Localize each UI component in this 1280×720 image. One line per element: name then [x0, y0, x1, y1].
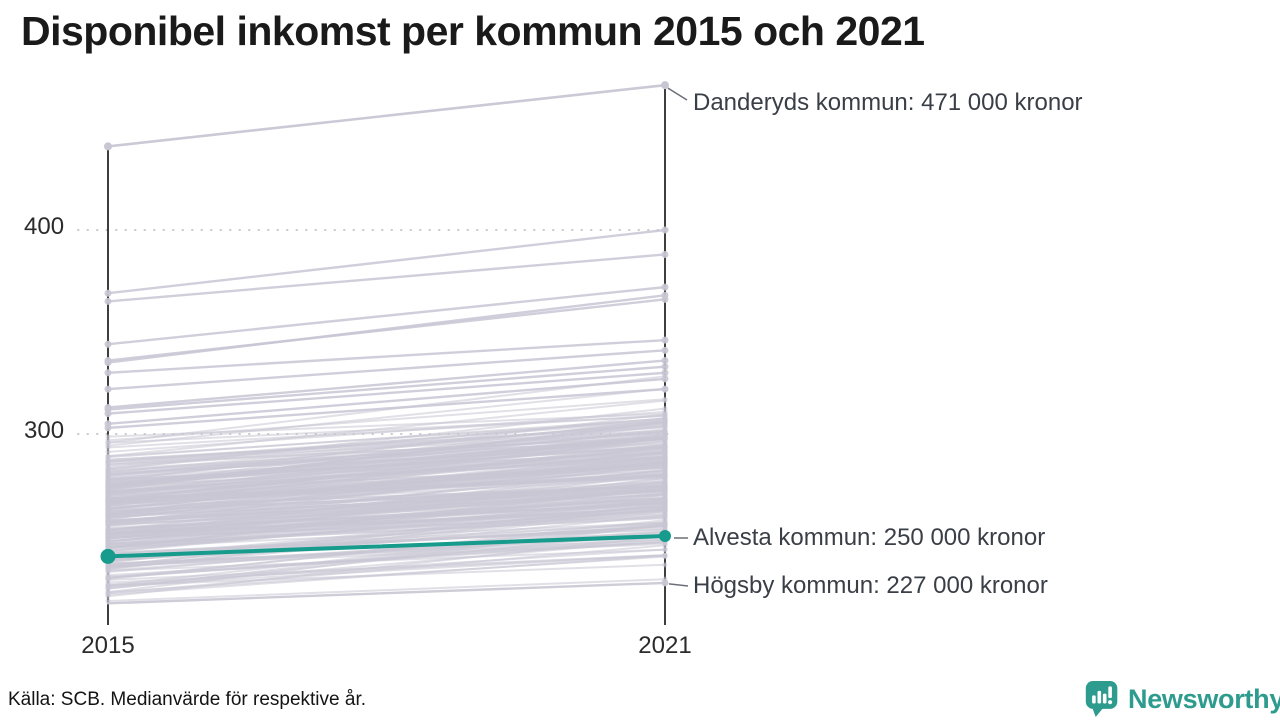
- x-axis-label-2021: 2021: [638, 632, 692, 659]
- page-title: Disponibel inkomst per kommun 2015 och 2…: [21, 8, 925, 54]
- annotation-alvesta: Alvesta kommun: 250 000 kronor: [693, 524, 1046, 551]
- y-axis-tick-400: 400: [24, 213, 65, 240]
- brand-lockup: Newsworthy: [1084, 679, 1280, 719]
- y-axis-tick-300: 300: [24, 417, 65, 444]
- source-note: Källa: SCB. Medianvärde för respektive å…: [8, 689, 367, 710]
- annotation-hogsby: Högsby kommun: 227 000 kronor: [693, 572, 1048, 599]
- x-axis-label-2015: 2015: [81, 632, 135, 659]
- speech-bubble-bar-chart-icon: [1085, 681, 1118, 717]
- annotation-danderyd: Danderyds kommun: 471 000 kronor: [693, 89, 1083, 116]
- brand-name: Newsworthy: [1128, 683, 1280, 714]
